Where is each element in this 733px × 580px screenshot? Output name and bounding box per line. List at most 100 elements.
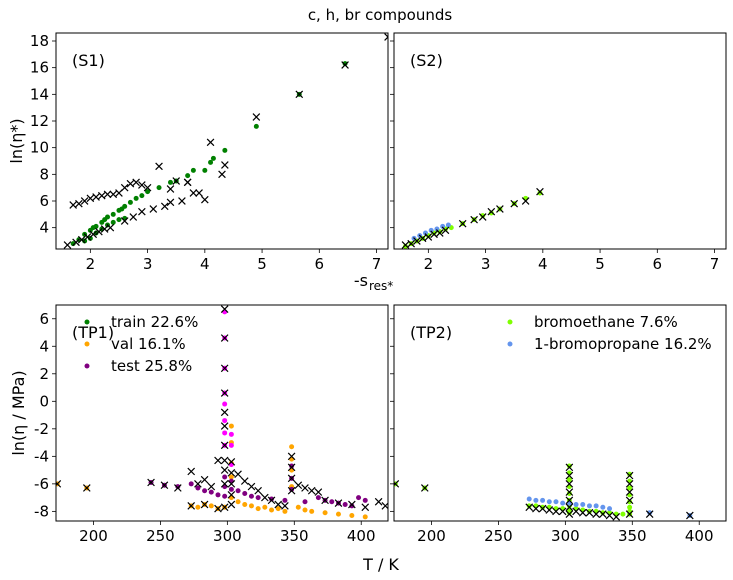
- marker-x-point: [189, 189, 198, 197]
- marker-x-point: [172, 177, 181, 185]
- propane-point: [560, 500, 566, 506]
- test-point: [302, 499, 308, 505]
- marker-x-point: [187, 502, 196, 510]
- marker-x-point: [227, 500, 236, 509]
- marker-x-point: [97, 191, 106, 200]
- propane-point: [586, 503, 592, 509]
- panel-label: (TP2): [410, 323, 452, 342]
- marker-x-point: [160, 481, 169, 490]
- x-tick-label: 250: [484, 527, 513, 545]
- train-point: [222, 147, 228, 153]
- x-tick-label: 7: [372, 255, 382, 273]
- marker-x-point: [160, 202, 169, 211]
- train-point: [93, 223, 99, 229]
- train-point: [127, 199, 133, 205]
- marker-x-point: [86, 194, 95, 203]
- x-tick-label: 4: [538, 255, 548, 273]
- marker-x-point: [599, 510, 607, 518]
- marker-x-point: [565, 471, 574, 480]
- bromoethane-point: [488, 210, 494, 216]
- marker-x-point: [143, 183, 152, 192]
- val-point: [282, 508, 288, 514]
- x-tick-label: 2: [86, 255, 96, 273]
- test-point: [248, 493, 254, 499]
- val-point: [275, 506, 281, 512]
- legend-marker-train: [84, 319, 90, 325]
- marker-x-point: [63, 241, 72, 249]
- propane-point: [546, 499, 552, 505]
- marker-x-point: [218, 170, 226, 179]
- marker-x-point: [394, 480, 400, 488]
- x-tick-label: 400: [685, 527, 714, 545]
- marker-x-point: [82, 484, 91, 492]
- marker-x-point: [201, 195, 209, 204]
- pred-point: [228, 442, 234, 448]
- marker-x-point: [240, 477, 249, 485]
- marker-x-point: [267, 496, 276, 505]
- marker-x-point: [220, 456, 229, 465]
- marker-x-point: [274, 500, 283, 509]
- val-point: [208, 503, 214, 509]
- propane-point: [440, 223, 446, 229]
- val-point: [242, 501, 248, 507]
- bromoethane-point: [540, 504, 546, 510]
- bromoethane-point: [620, 511, 626, 517]
- pred-point: [222, 401, 228, 407]
- bromoethane-point: [537, 190, 543, 196]
- marker-x-point: [496, 205, 504, 213]
- legend-label-bromoethane: bromoethane 7.6%: [534, 313, 678, 331]
- pred-point: [222, 430, 228, 436]
- marker-x-point: [227, 480, 236, 488]
- bromoethane-point: [566, 477, 572, 483]
- pred-point: [222, 418, 228, 424]
- bromoethane-point: [600, 510, 606, 516]
- marker-x-point: [538, 504, 547, 513]
- test-point: [362, 497, 368, 503]
- legend-label-propane: 1-bromopropane 16.2%: [534, 335, 712, 353]
- marker-x-point: [294, 481, 303, 490]
- legend-label-val: val 16.1%: [111, 335, 186, 353]
- marker-x-point: [470, 215, 478, 224]
- marker-x-point: [287, 486, 296, 495]
- panel-tp1: ln(η / MPa) 200 250 300 350 400 -8 -6 -4 -2 0 2 4 6 (…: [9, 304, 389, 545]
- marker-x-point: [552, 507, 560, 516]
- axes-frame: [393, 304, 727, 522]
- marker-x-point: [321, 496, 329, 505]
- y-tick-label: 18: [30, 32, 49, 50]
- train-point: [82, 238, 88, 244]
- panel-label: (S2): [410, 51, 443, 70]
- marker-x-point: [178, 197, 186, 205]
- train-point: [133, 195, 139, 201]
- x-tick-label: 3: [143, 255, 153, 273]
- marker-x-point: [109, 190, 118, 199]
- propane-point: [553, 499, 559, 505]
- marker-x-point: [605, 511, 614, 520]
- test-point: [282, 497, 288, 503]
- plot-area: [394, 305, 726, 521]
- x-tick-label: 6: [315, 255, 325, 273]
- marker-x-point: [441, 226, 450, 235]
- marker-x-point: [430, 230, 438, 239]
- train-point: [70, 241, 76, 247]
- train-point: [110, 219, 116, 225]
- axes-frame: [55, 304, 389, 522]
- propane-point: [600, 504, 606, 510]
- data-layer: [401, 187, 544, 249]
- bromoethane-point: [566, 490, 572, 496]
- marker-x-point: [510, 199, 519, 208]
- bromoethane-point: [526, 503, 532, 509]
- marker-x-point: [295, 90, 304, 99]
- marker-x-point: [220, 389, 229, 397]
- marker-x-point: [612, 513, 621, 521]
- val-point: [295, 504, 301, 510]
- y-tick-label: -4: [34, 447, 49, 465]
- x-tick-label: 7: [710, 255, 720, 273]
- val-point: [362, 514, 368, 520]
- test-point: [289, 486, 295, 492]
- val-point: [269, 507, 275, 513]
- marker-x-point: [220, 364, 229, 373]
- marker-x-point: [92, 193, 100, 201]
- marker-x-point: [220, 480, 229, 488]
- train-point: [145, 189, 151, 195]
- test-point: [222, 493, 228, 499]
